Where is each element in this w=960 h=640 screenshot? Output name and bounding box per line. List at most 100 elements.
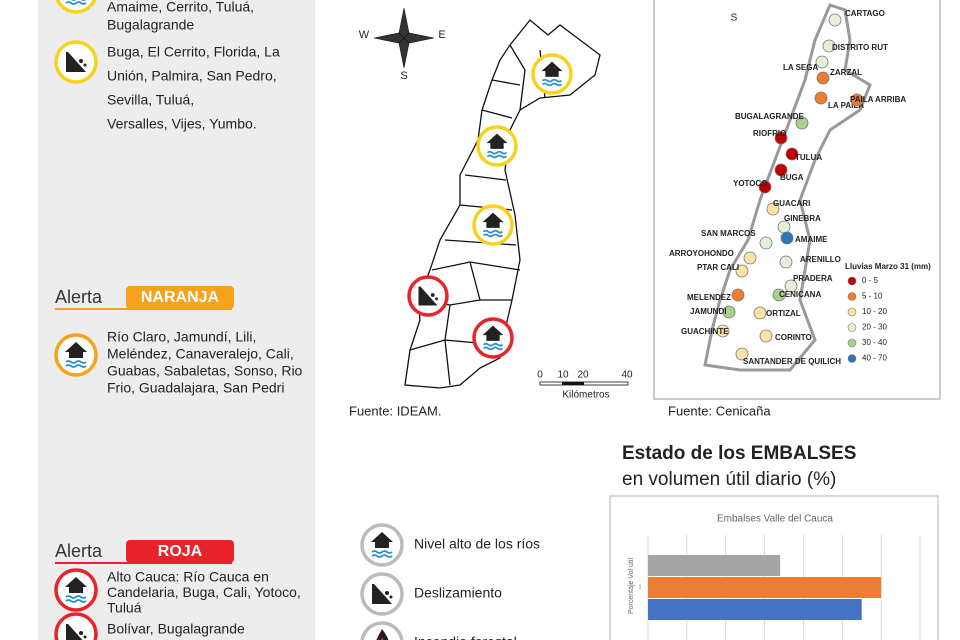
alert-label: Alerta (55, 287, 103, 307)
scale-label: 20 (577, 370, 589, 381)
alert-text: Sevilla, Tuluá, (107, 92, 194, 108)
alert-text: Tuluá (107, 600, 142, 616)
legend-label: 0 - 5 (862, 276, 879, 285)
rain-legend-title: Lluvias Marzo 31 (mm) (845, 262, 931, 271)
station-dot (774, 163, 788, 177)
legend-label: 40 - 70 (862, 354, 887, 363)
alert-panel (38, 0, 315, 640)
bar (648, 599, 862, 620)
station-dot (735, 264, 749, 278)
station-dot (785, 147, 799, 161)
legend-label: 30 - 40 (862, 338, 887, 347)
legend-label: 20 - 30 (862, 323, 887, 332)
station-label: SAN MARCOS (701, 229, 756, 238)
station-label: ZARZAL (830, 68, 862, 77)
legend-dot (847, 354, 857, 363)
legend-label: 10 - 20 (862, 307, 887, 316)
legend-label: 5 - 10 (862, 292, 883, 301)
station-label: SANTANDER DE QUILICH (743, 357, 841, 366)
station-label: YOTOCO (733, 179, 768, 188)
alert-badge-text: ROJA (158, 543, 203, 560)
station-label: LA SEGA (783, 63, 818, 72)
y-tick-label: 1 (639, 584, 642, 590)
legend-icon-label: Deslizamiento (414, 585, 502, 601)
station-dot (779, 255, 793, 269)
legend-dot (847, 276, 857, 286)
source-cenicana: Fuente: Cenicaña (668, 403, 771, 418)
station-dot (822, 39, 836, 53)
station-dot (814, 91, 828, 105)
bar (648, 555, 781, 576)
station-dot (759, 236, 773, 250)
y-axis-label: Porcentaje Vol útil (628, 558, 635, 614)
station-label: PAILA ARRIBA (850, 95, 906, 104)
compass-s: S (400, 70, 407, 82)
station-dot (850, 93, 864, 107)
station-label: CARTAGO (845, 9, 885, 18)
station-label: GUACARI (773, 199, 810, 208)
station-dot (816, 71, 830, 85)
legend-dot (847, 323, 857, 332)
alert-text: Alto Cauca: Río Cauca en (107, 569, 269, 585)
station-label: ARENILLO (800, 255, 841, 264)
embalses-subtitle: en volumen útil diario (%) (622, 469, 836, 490)
compass-s: S (731, 13, 738, 24)
compass-e: E (438, 29, 445, 41)
station-label: BUGA (780, 173, 804, 182)
station-dot (815, 55, 829, 69)
legend-dot (847, 292, 857, 301)
alert-text: Bolívar, Bugalagrande (107, 621, 245, 637)
station-label: TULUA (795, 153, 822, 162)
station-dot (774, 131, 788, 145)
station-label: AMAIME (795, 235, 828, 244)
source-ideam: Fuente: IDEAM. (349, 403, 441, 418)
legend-icon-label: Nivel alto de los ríos (414, 536, 540, 552)
station-label: MELENDEZ (687, 293, 731, 302)
station-dot (795, 116, 809, 130)
legend-icon-label: Incendio forestal (414, 634, 517, 640)
station-label: PRADERA (793, 274, 833, 283)
station-label: BUGALAGRANDE (735, 112, 805, 121)
station-dot (753, 306, 767, 320)
station-dot (758, 180, 772, 194)
station-label: CENICANA (779, 290, 821, 299)
alert-text: Guabas, Sabaletas, Sonso, Rio (107, 363, 303, 379)
station-label: ARROYOHONDO (669, 249, 734, 258)
chart-title: Embalses Valle del Cauca (717, 514, 833, 525)
legend-dot (847, 307, 857, 317)
station-label: LA PAILA (828, 101, 864, 110)
station-label: GINEBRA (784, 214, 821, 223)
scale-label: 0 (537, 370, 543, 381)
compass: W E S (359, 7, 446, 82)
station-label: JAMUNDI (690, 307, 726, 316)
alert-text: Versalles, Vijes, Yumbo. (107, 116, 257, 132)
station-dot (772, 288, 786, 302)
alert-badge-text: NARANJA (141, 289, 220, 306)
station-label: GUACHINTE (681, 327, 729, 336)
alert-text: Candelaria, Buga, Cali, Yotoco, (107, 584, 301, 600)
map-cenicana (703, 3, 872, 372)
station-label: ORTIZAL (766, 309, 801, 318)
alert-text: Meléndez, Canaveralejo, Cali, (107, 346, 294, 362)
station-dot (743, 251, 757, 265)
alert-text: Río Claro, Jamundí, Lili, (107, 329, 256, 345)
station-label: CORINTO (775, 333, 812, 342)
embalses-title: Estado de los EMBALSES (622, 443, 856, 464)
alert-label: Alerta (55, 541, 103, 561)
scale-label: 40 (621, 370, 633, 381)
alert-badge (126, 540, 234, 563)
alert-text: Buga, El Cerrito, Florida, La (107, 44, 280, 60)
scale-bar (539, 381, 629, 386)
alert-text: Amaime, Cerrito, Tuluá, (107, 0, 254, 15)
alert-text: Bugalagrande (107, 17, 194, 33)
alert-text: Unión, Palmira, San Pedro, (107, 68, 277, 84)
station-dot (735, 347, 749, 361)
station-label: RIOFRIO (753, 129, 786, 138)
station-dot (780, 231, 794, 245)
station-label: PTAR CALI (697, 263, 739, 272)
scale-label: 10 (557, 370, 569, 381)
bar (648, 577, 882, 598)
station-dot (828, 13, 842, 27)
compass-w: W (359, 29, 370, 41)
